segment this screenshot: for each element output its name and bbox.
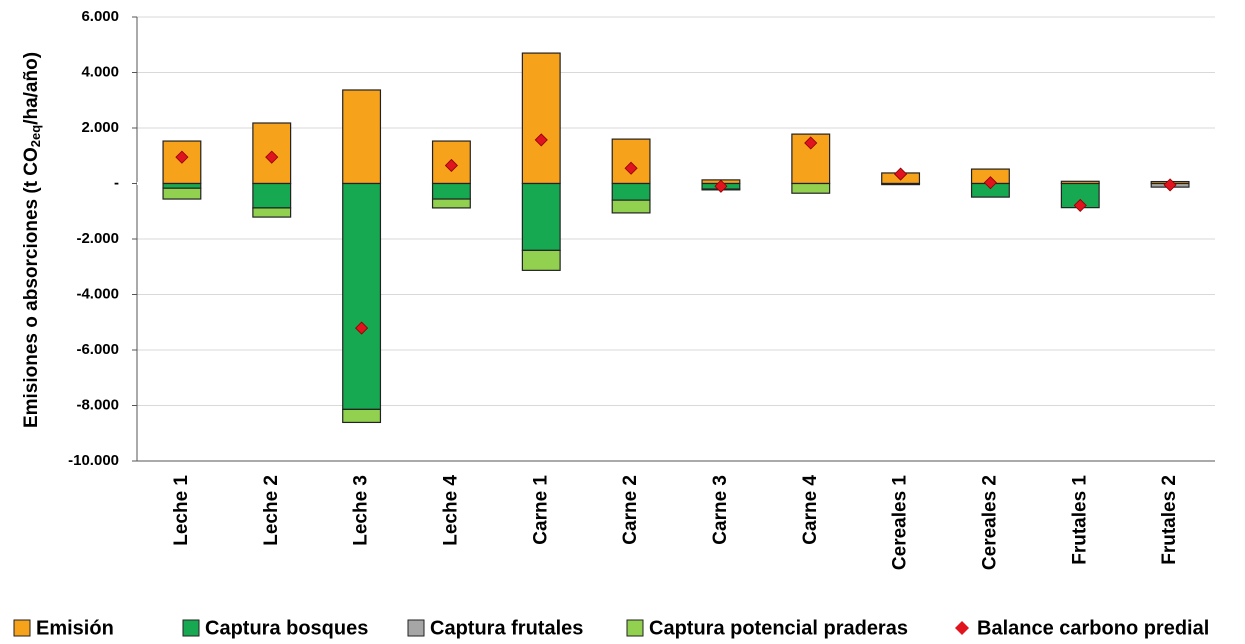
legend-marker bbox=[626, 619, 644, 637]
bar bbox=[881, 182, 921, 186]
bar bbox=[431, 198, 471, 209]
legend-label: Emisión bbox=[36, 617, 114, 639]
x-tick-label: Carne 1 bbox=[530, 475, 551, 545]
x-tick-label: Leche 2 bbox=[261, 475, 282, 546]
x-tick-label: Cereales 2 bbox=[979, 475, 1000, 570]
bar bbox=[342, 89, 382, 185]
legend-marker bbox=[407, 619, 425, 637]
balance-marker bbox=[894, 167, 908, 181]
bar bbox=[521, 182, 561, 251]
y-tick-label: -8.000 bbox=[76, 396, 119, 413]
bar bbox=[162, 187, 202, 200]
y-tick-label: - bbox=[114, 174, 119, 191]
y-tick-label: 6.000 bbox=[81, 8, 119, 25]
y-tick-label: -10.000 bbox=[68, 452, 119, 469]
balance-marker bbox=[444, 158, 458, 173]
bar bbox=[521, 249, 561, 271]
x-tick-label: Frutales 1 bbox=[1069, 475, 1090, 565]
balance-marker bbox=[624, 161, 638, 175]
bar bbox=[252, 182, 292, 209]
y-label-subscript: 2eq bbox=[28, 125, 43, 147]
x-tick-label: Leche 4 bbox=[440, 475, 461, 546]
legend-label: Captura bosques bbox=[205, 617, 368, 639]
bar bbox=[342, 408, 382, 424]
bar bbox=[342, 182, 382, 410]
bar bbox=[431, 182, 471, 200]
x-tick-label: Carne 4 bbox=[800, 475, 821, 545]
balance-marker bbox=[355, 321, 369, 335]
x-tick-label: Carne 2 bbox=[620, 475, 641, 545]
y-tick-label: 2.000 bbox=[81, 119, 119, 136]
x-tick-label: Leche 3 bbox=[351, 475, 372, 546]
balance-marker bbox=[1163, 178, 1177, 192]
balance-marker bbox=[804, 136, 818, 150]
bar bbox=[521, 52, 561, 185]
balance-marker bbox=[1073, 198, 1087, 212]
legend-marker bbox=[955, 621, 969, 635]
balance-marker bbox=[983, 176, 997, 190]
bar bbox=[252, 207, 292, 218]
balance-marker bbox=[534, 133, 548, 147]
balance-marker bbox=[265, 150, 279, 164]
legend-label: Balance carbono predial bbox=[977, 617, 1209, 639]
x-tick-label: Leche 1 bbox=[171, 475, 192, 546]
bar bbox=[611, 138, 651, 185]
bar bbox=[791, 182, 831, 194]
x-tick-label: Frutales 2 bbox=[1159, 475, 1180, 565]
x-tick-label: Carne 3 bbox=[710, 475, 731, 545]
y-label-part: /ha/año) bbox=[21, 52, 42, 125]
y-axis-label: Emisiones o absorciones (t CO2eq/ha/año) bbox=[21, 52, 43, 428]
y-tick-label: -4.000 bbox=[76, 285, 119, 302]
y-tick-label: -2.000 bbox=[76, 230, 119, 247]
balance-marker bbox=[714, 179, 728, 193]
y-label-part: Emisiones o absorciones (t CO bbox=[21, 147, 42, 428]
x-tick-label: Cereales 1 bbox=[890, 475, 911, 571]
bar bbox=[162, 140, 202, 185]
bar bbox=[611, 182, 651, 201]
y-tick-label: -6.000 bbox=[76, 341, 119, 358]
legend-label: Captura potencial praderas bbox=[649, 617, 908, 639]
legend-marker bbox=[13, 619, 31, 637]
legend-label: Captura frutales bbox=[430, 617, 583, 639]
bar bbox=[162, 182, 202, 189]
y-tick-label: 4.000 bbox=[81, 63, 119, 80]
balance-marker bbox=[175, 150, 189, 164]
bar bbox=[611, 199, 651, 214]
legend-marker bbox=[182, 619, 200, 637]
